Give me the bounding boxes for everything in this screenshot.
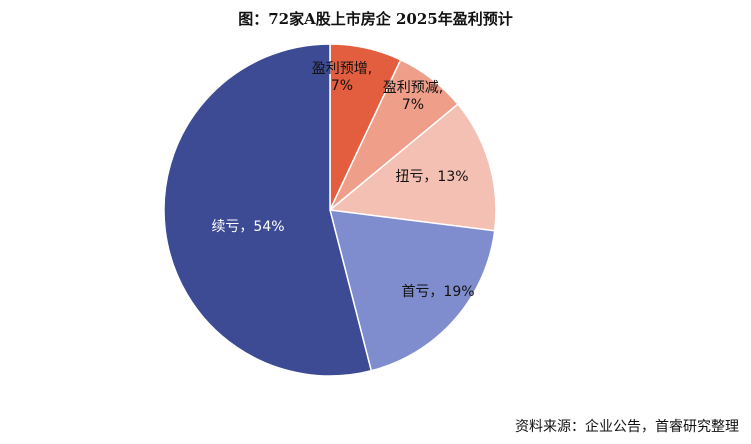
source-note: 资料来源：企业公告，首睿研究整理 [515, 419, 739, 435]
pie-slice-3 [328, 103, 497, 232]
slice-label-1: 盈利预增, 7% [312, 61, 372, 94]
slice-label-5: 续亏，54% [211, 218, 284, 235]
slice-label-4: 首亏，19% [401, 284, 474, 300]
chart-title: 图：72家A股上市房企 2025年盈利预计 [238, 10, 513, 28]
pie-slice-5 [163, 43, 373, 377]
pie-slice-4 [328, 209, 496, 372]
slice-label-2: 盈利预减, 7% [383, 80, 443, 113]
slice-label-3: 扭亏，13% [395, 169, 468, 185]
